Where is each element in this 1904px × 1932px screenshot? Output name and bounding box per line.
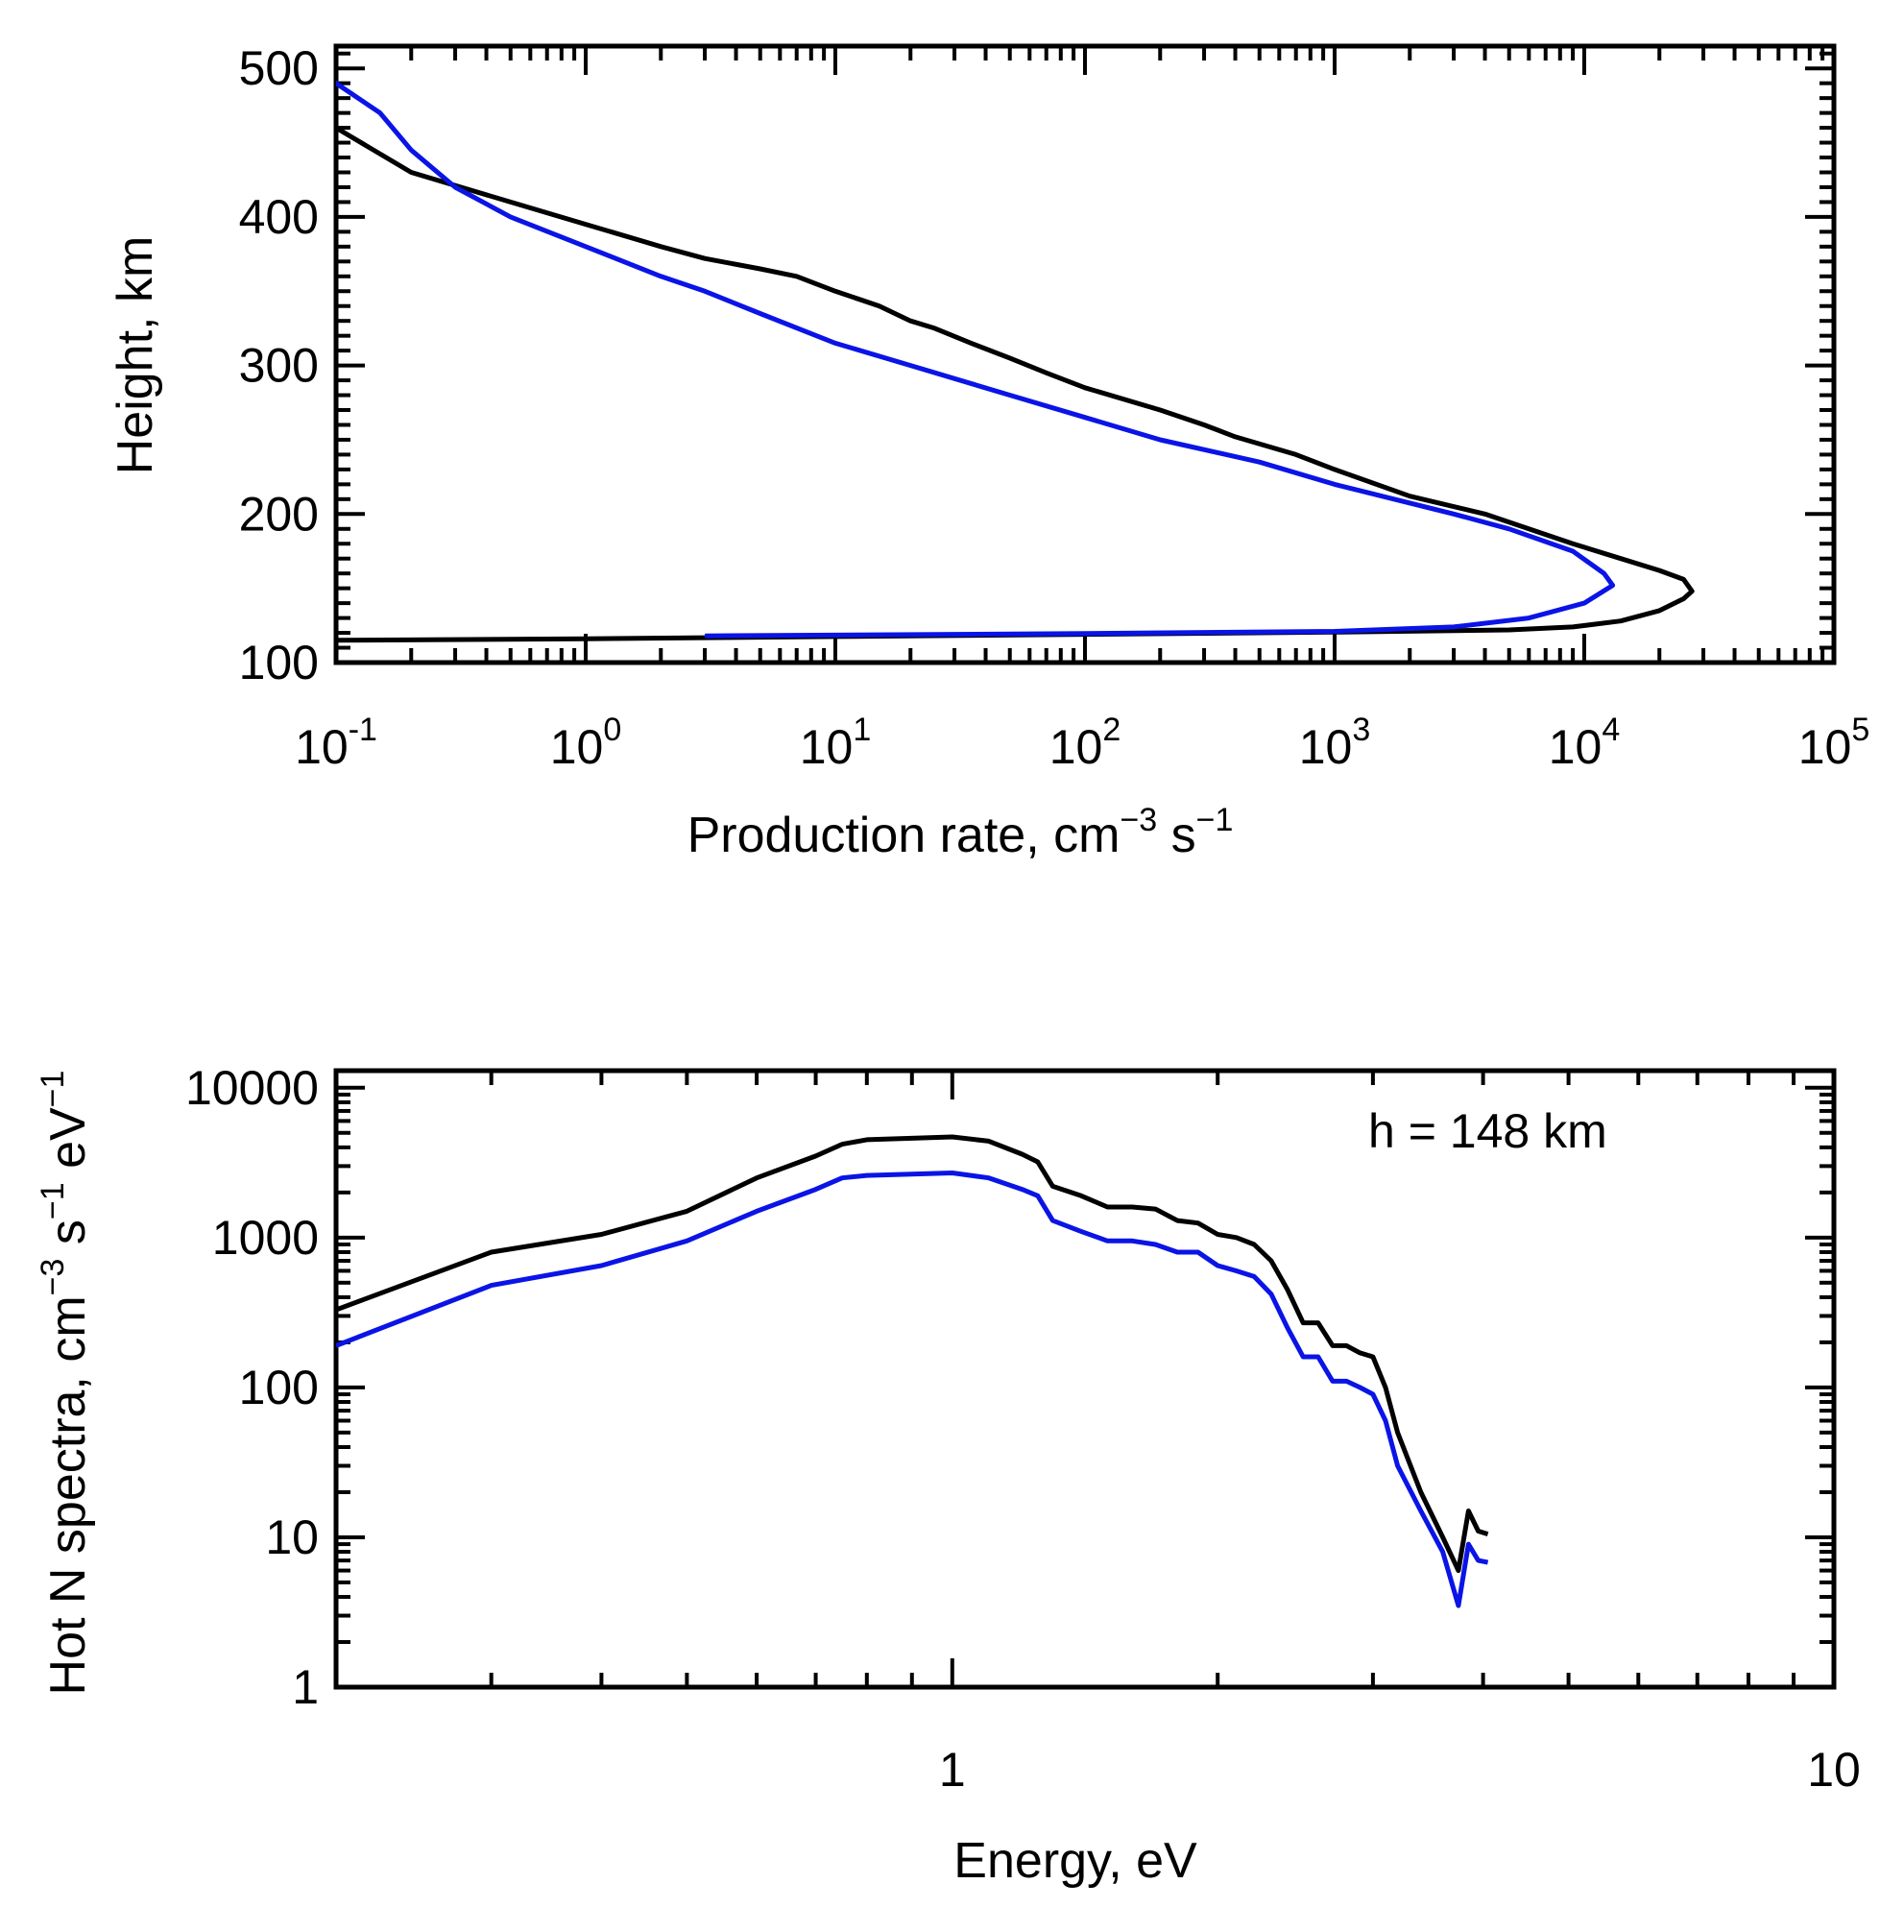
x-tick-label: 103 (1299, 712, 1371, 774)
top-xlabel-main: Production rate, cm (687, 808, 1121, 863)
x-tick-label: 1 (939, 1743, 966, 1797)
top-plot-frame (333, 43, 1837, 665)
series-line-black (336, 125, 1695, 643)
bottom-ticks (334, 1071, 1836, 1689)
y-tick-label: 1 (292, 1660, 319, 1714)
x-tick-label: 100 (550, 712, 622, 774)
series-line-black (336, 1134, 1489, 1574)
y-tick-label: 500 (239, 41, 319, 95)
y-tick-label: 300 (239, 339, 319, 393)
top-xlabel-sup2: −1 (1196, 802, 1234, 838)
y-tick-label: 10000 (185, 1061, 319, 1115)
top-panel: 10-1 100 101 102 103 104 105 100 200 300 400 500 P… (108, 41, 1869, 863)
bottom-plot-frame (333, 1068, 1837, 1690)
bottom-ylabel-mid2: eV (40, 1107, 96, 1182)
series-line-blue (336, 80, 1616, 639)
y-tick-label: 1000 (212, 1211, 319, 1265)
y-tick-label: 100 (239, 636, 319, 689)
bottom-annotation: h = 148 km (1368, 1104, 1607, 1158)
x-tick-label: 101 (800, 712, 872, 774)
x-tick-label: 10 (1807, 1743, 1861, 1797)
top-xlabel-mid: s (1157, 808, 1195, 863)
bottom-x-tick-labels: 1 10 (939, 1743, 1861, 1797)
y-tick-label: 400 (239, 190, 319, 244)
top-y-tick-labels: 100 200 300 400 500 (239, 41, 319, 689)
x-tick-label: 105 (1798, 712, 1870, 774)
top-y-axis-title: Height, km (108, 236, 163, 475)
top-ticks (334, 46, 1836, 664)
top-x-axis-title: Production rate, cm−3 s−1 (687, 802, 1234, 863)
y-tick-label: 100 (239, 1361, 319, 1414)
bottom-y-axis-title: Hot N spectra, cm−3 s−1 eV−1 (35, 1071, 96, 1696)
bottom-y-tick-labels: 1 10 100 1000 10000 (185, 1061, 319, 1714)
top-xlabel-sup1: −3 (1120, 802, 1157, 838)
bottom-ylabel-sup2: −1 (35, 1182, 71, 1220)
bottom-x-axis-title: Energy, eV (953, 1833, 1197, 1889)
bottom-ylabel-sup3: −1 (35, 1071, 71, 1108)
x-tick-label: 102 (1049, 712, 1121, 774)
bottom-series-group (336, 1134, 1489, 1608)
y-tick-label: 10 (265, 1510, 319, 1564)
top-series-group (336, 80, 1695, 643)
y-tick-label: 200 (239, 487, 319, 541)
series-line-blue (336, 1171, 1489, 1608)
x-tick-label: 10-1 (295, 712, 377, 774)
top-x-tick-labels: 10-1 100 101 102 103 104 105 (295, 712, 1869, 774)
bottom-ylabel-mid: s (40, 1220, 96, 1258)
bottom-panel: 1 10 1 10 100 1000 10000 h = 148 km Energy, e… (35, 1061, 1861, 1889)
x-tick-label: 104 (1549, 712, 1621, 774)
bottom-ylabel-sup1: −3 (35, 1259, 71, 1296)
bottom-ylabel-main: Hot N spectra, cm (40, 1295, 96, 1695)
